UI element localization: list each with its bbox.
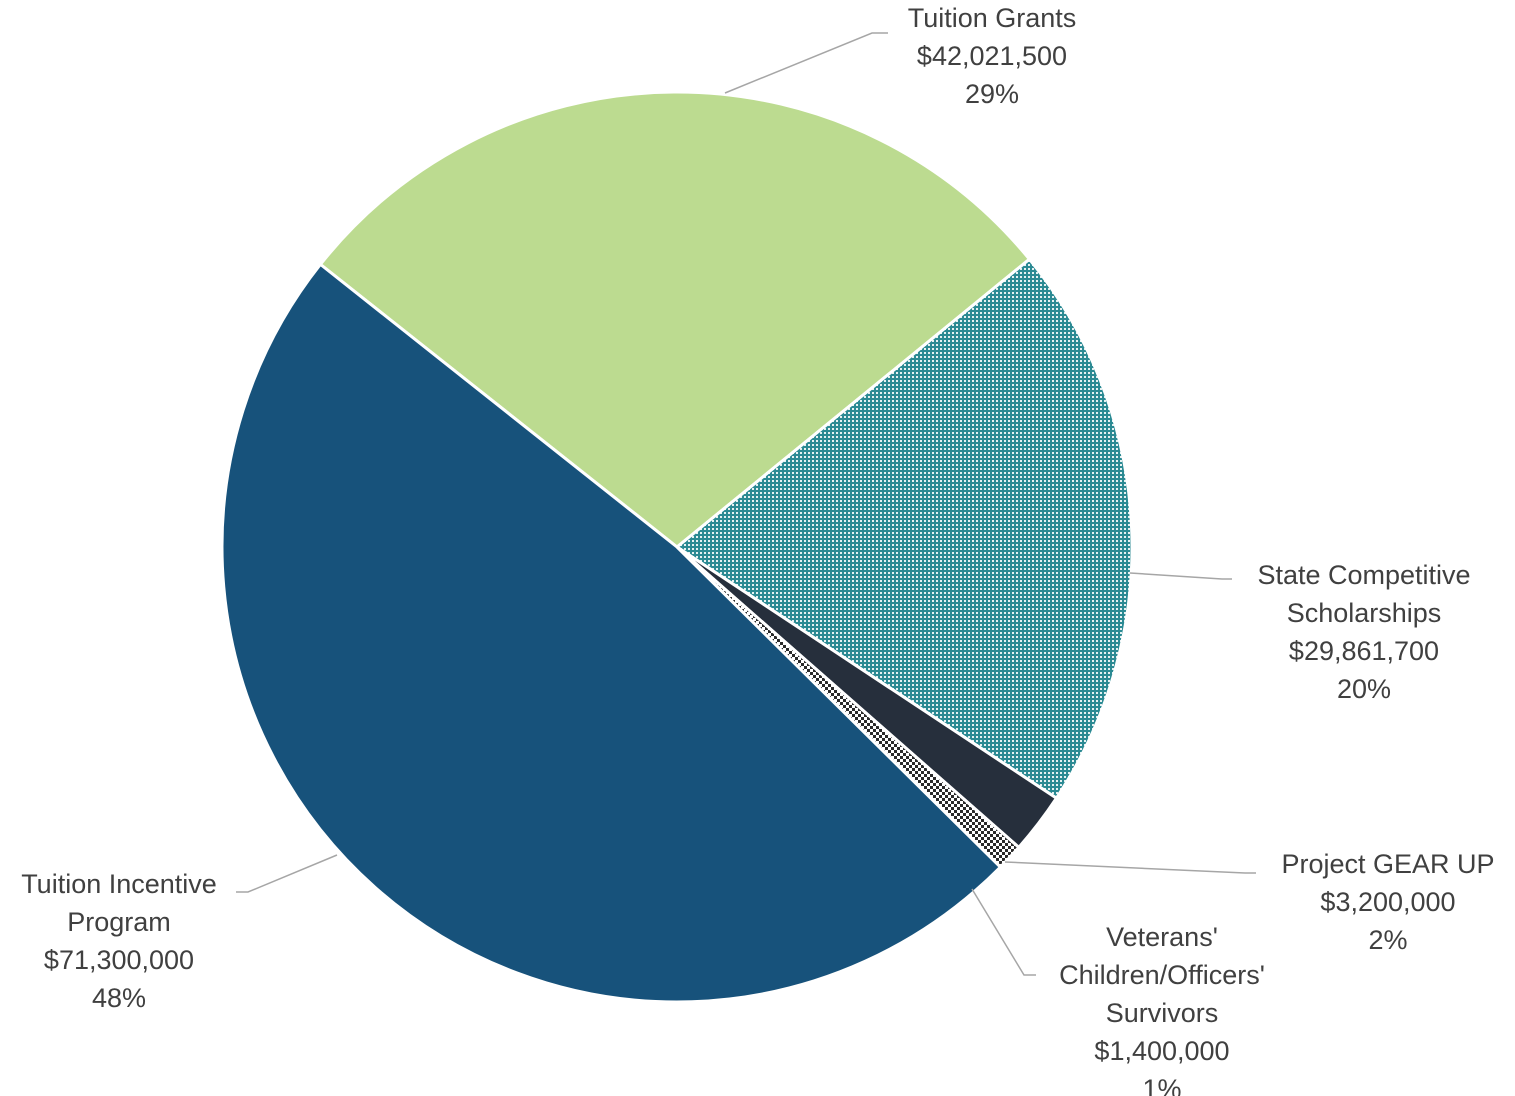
- pie-slice-state-competitive-scholarships: [675, 257, 1134, 800]
- leader-line-state-competitive-scholarships: [1129, 572, 1232, 580]
- data-label-project-gear-up: Project GEAR UP $3,200,000 2%: [1281, 849, 1494, 955]
- leader-line-tuition-grants: [724, 32, 888, 94]
- leader-line-veterans-children-officers-survivors: [971, 888, 1036, 976]
- pie-slice-tuition-incentive-program: [220, 262, 1002, 1004]
- data-label-tuition-grants: Tuition Grants $42,021,500 29%: [908, 3, 1077, 109]
- leader-line-project-gear-up: [1004, 861, 1256, 874]
- data-label-tuition-incentive-program: Tuition Incentive Program $71,300,000 48%: [21, 869, 217, 1013]
- pie-slice-tuition-grants: [318, 90, 1031, 549]
- leader-line-tuition-incentive-program: [236, 854, 338, 893]
- data-label-state-competitive-scholarships: State Competitive Scholarships $29,861,700…: [1257, 560, 1470, 704]
- data-label-veterans-children-officers-survivors: Veterans' Children/Officers' Survivors $1,4…: [1059, 922, 1265, 1096]
